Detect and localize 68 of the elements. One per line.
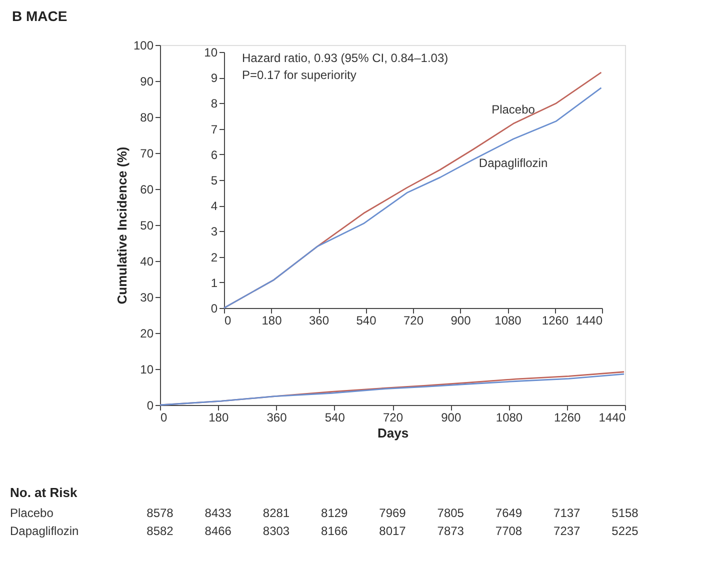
x-tick-label: 0 (160, 410, 168, 424)
y-tick-label: 4 (210, 199, 218, 214)
x-tick-label: 360 (266, 410, 288, 424)
y-tick-label: 90 (140, 74, 154, 88)
y-tick-label: 0 (210, 302, 218, 316)
text: 8017 (379, 524, 406, 538)
x-tick-label: 180 (208, 410, 229, 424)
x-tick-label: 1080 (496, 410, 523, 424)
y-tick-label: 100 (133, 38, 154, 52)
text: 7873 (437, 524, 464, 538)
x-tick-label: 1260 (542, 314, 569, 328)
text: 8433 (204, 506, 232, 520)
y-tick-label: 20 (140, 326, 154, 340)
y-tick-label: 1 (210, 276, 218, 290)
y-axis-title: Cumulative Incidence (%) (114, 146, 130, 304)
text: 8582 (146, 524, 174, 538)
x-tick-label: 1440 (576, 314, 603, 328)
text: 8129 (321, 506, 348, 520)
y-tick-label: 5 (210, 174, 218, 188)
y-tick-label: 10 (204, 46, 218, 60)
text: 7649 (495, 506, 522, 520)
text: 8578 (146, 506, 174, 520)
y-tick-label: 8 (210, 96, 218, 111)
x-tick-label: 540 (324, 410, 346, 424)
x-axis-title: Days (377, 426, 409, 440)
text: 8466 (204, 524, 232, 538)
text: 5225 (612, 524, 639, 538)
x-tick-label: 900 (441, 410, 462, 424)
text: Dapagliflozin (10, 524, 79, 538)
y-tick-label: 40 (140, 254, 154, 268)
text: 7708 (495, 524, 522, 538)
x-tick-label: 180 (262, 314, 282, 328)
text: 7137 (554, 506, 581, 520)
y-tick-label: 0 (146, 398, 154, 412)
x-tick-label: 1260 (554, 410, 582, 424)
series-label: Dapagliflozin (478, 156, 548, 170)
x-tick-label: 720 (382, 410, 404, 424)
x-tick-label: 1440 (598, 410, 626, 424)
y-tick-label: 10 (140, 362, 154, 376)
series-label: Placebo (492, 102, 536, 117)
text: 8303 (262, 524, 290, 538)
x-tick-label: 540 (356, 314, 377, 328)
y-tick-label: 3 (210, 224, 218, 239)
x-tick-label: 1080 (494, 314, 522, 328)
x-tick-label: 360 (308, 314, 330, 328)
y-tick-label: 30 (140, 290, 154, 304)
text: 7237 (554, 524, 581, 538)
text: 7805 (437, 506, 464, 520)
x-tick-label: 0 (224, 314, 232, 328)
x-tick-label: 900 (450, 314, 472, 328)
text: 8166 (321, 524, 348, 538)
text: 5158 (612, 506, 639, 520)
annotation: P=0.17 for superiority (242, 68, 356, 82)
y-tick-label: 7 (210, 122, 218, 136)
y-tick-label: 50 (140, 218, 154, 232)
y-tick-label: 60 (140, 182, 154, 196)
y-tick-label: 2 (210, 250, 218, 264)
text: 8281 (262, 506, 290, 520)
y-tick-label: 9 (210, 71, 218, 86)
text: B MACE (12, 8, 68, 24)
text: No. at Risk (10, 485, 78, 500)
text: Placebo (10, 506, 54, 520)
y-tick-label: 80 (140, 110, 154, 124)
y-tick-label: 70 (140, 146, 154, 160)
annotation: Hazard ratio, 0.93 (95% CI, 0.84–1.03) (242, 51, 448, 65)
text: 7969 (379, 506, 406, 520)
x-tick-label: 720 (403, 314, 424, 328)
y-tick-label: 6 (210, 148, 218, 162)
